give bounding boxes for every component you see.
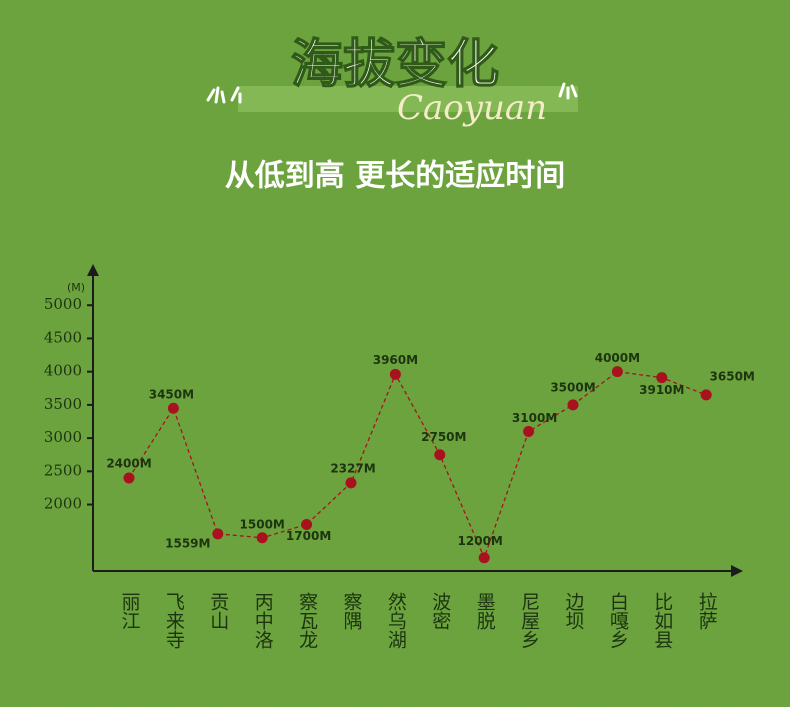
data-point xyxy=(434,449,446,461)
value-label: 2400M xyxy=(106,456,151,470)
data-point xyxy=(345,477,357,489)
data-point xyxy=(256,532,268,544)
value-label: 4000M xyxy=(595,351,640,365)
y-tick-label: 3500 xyxy=(44,395,82,413)
value-label: 1200M xyxy=(458,534,503,548)
value-label: 3100M xyxy=(512,411,557,425)
x-tick-label: 飞来寺 xyxy=(163,592,185,649)
x-tick-label: 墨脱 xyxy=(474,592,496,630)
subtitle: 从低到高 更长的适应时间 xyxy=(225,159,565,194)
data-point xyxy=(212,528,224,540)
value-label: 2750M xyxy=(421,430,466,444)
data-point xyxy=(656,372,668,384)
x-tick-label: 白嘎乡 xyxy=(607,592,629,649)
x-tick-label: 比如县 xyxy=(651,592,673,649)
x-tick-label: 波密 xyxy=(429,592,451,630)
data-point xyxy=(478,552,490,564)
x-tick-label: 拉萨 xyxy=(696,592,718,630)
x-tick-label: 贡山 xyxy=(207,592,229,630)
y-unit: (M) xyxy=(67,281,85,294)
data-point xyxy=(389,368,401,380)
data-point xyxy=(567,399,579,411)
data-point xyxy=(611,366,623,378)
chart-title: 海拔变化 xyxy=(291,35,499,95)
script-title: Caoyuan xyxy=(397,88,547,128)
value-label: 3450M xyxy=(149,388,194,402)
data-point xyxy=(523,425,535,437)
value-label: 1700M xyxy=(286,529,331,543)
y-arrow xyxy=(87,264,99,276)
value-label: 3500M xyxy=(550,380,595,394)
data-point xyxy=(167,402,179,414)
data-point xyxy=(301,518,313,530)
y-tick-label: 4500 xyxy=(44,328,82,346)
x-tick-label: 察隅 xyxy=(341,592,363,630)
x-tick-label: 丙中洛 xyxy=(252,592,274,649)
x-tick-label: 察瓦龙 xyxy=(296,592,318,649)
x-arrow xyxy=(731,565,743,577)
x-tick-label: 丽江 xyxy=(119,592,141,630)
y-tick-label: 4000 xyxy=(44,362,82,380)
value-label: 2327M xyxy=(330,461,375,475)
y-tick-label: 3000 xyxy=(44,428,82,446)
x-tick-label: 然乌湖 xyxy=(385,592,407,649)
value-label: 1500M xyxy=(240,517,285,531)
y-tick-label: 5000 xyxy=(44,295,82,313)
x-tick-label: 边坝 xyxy=(563,592,585,630)
series-line xyxy=(128,370,707,560)
value-label: 3960M xyxy=(373,353,418,367)
data-point xyxy=(700,389,712,401)
value-label: 1559M xyxy=(165,536,210,550)
value-label: 3650M xyxy=(710,369,755,383)
grass-doodle xyxy=(206,82,578,104)
data-point xyxy=(123,472,135,484)
title-band xyxy=(238,86,578,112)
value-label: 3910M xyxy=(639,383,684,397)
y-tick-label: 2500 xyxy=(44,461,82,479)
x-tick-label: 尼屋乡 xyxy=(518,592,540,649)
y-tick-label: 2000 xyxy=(44,495,82,513)
